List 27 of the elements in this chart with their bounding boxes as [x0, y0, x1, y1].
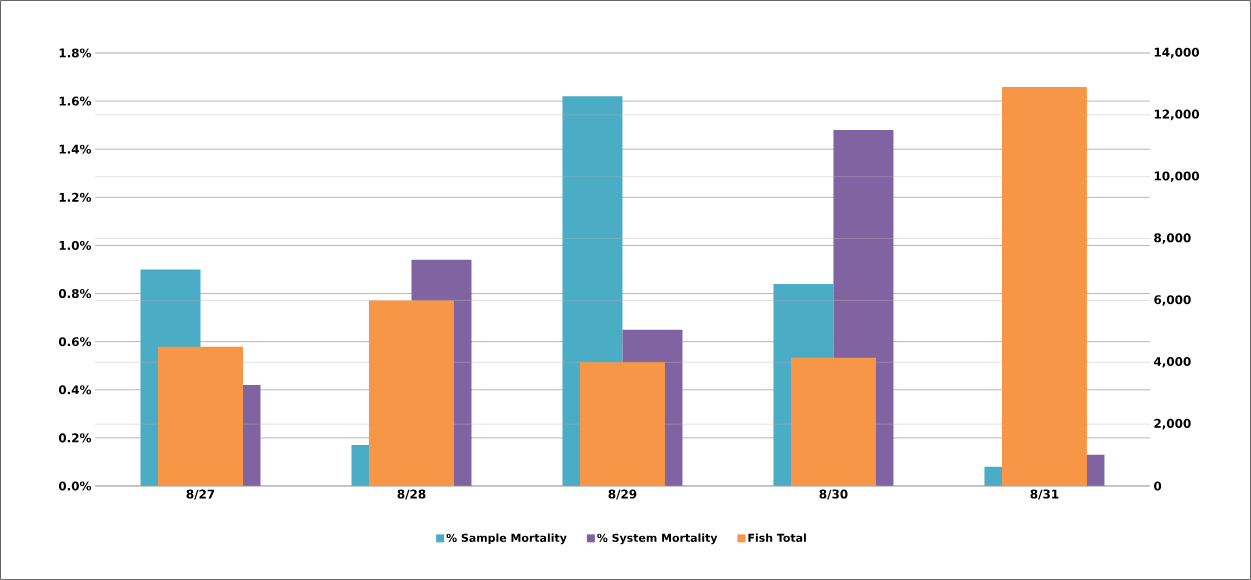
y2-tick-label: 8,000 — [1154, 233, 1191, 244]
y2-tick-label: 14,000 — [1154, 47, 1200, 59]
y-tick-label: 1.4% — [59, 144, 92, 154]
y2-tick-label: 6,000 — [1154, 295, 1191, 306]
y2-tick-label: 2,000 — [1154, 418, 1191, 430]
y-tick-label: 1.0% — [59, 240, 92, 250]
y2-tick-label: 12,000 — [1154, 109, 1200, 121]
legend-label: Fish Total — [748, 533, 806, 542]
x-tick-label: 8/27 — [186, 489, 215, 500]
y-tick-label: 0.6% — [58, 337, 92, 347]
y-tick-label: 0.4% — [58, 385, 92, 395]
y-tick-label: 1.8% — [59, 48, 92, 58]
y2-tick-label: 4,000 — [1153, 356, 1191, 368]
x-tick-label: 8/29 — [608, 489, 637, 500]
y-tick-label: 1.2% — [59, 192, 92, 202]
x-tick-label: 8/28 — [397, 489, 426, 500]
y-tick-label: 0.0% — [58, 481, 92, 491]
legend-label: % Sample Mortality — [446, 533, 567, 545]
legend-label: % System Mortality — [597, 533, 718, 545]
x-tick-label: 8/31 — [1030, 489, 1059, 500]
y-tick-label: 1.6% — [59, 96, 92, 106]
y-tick-label: 0.8% — [58, 289, 92, 299]
y2-tick-label: 0 — [1154, 481, 1162, 491]
bar — [1001, 87, 1087, 486]
x-tick-label: 8/30 — [819, 489, 848, 500]
y-tick-label: 0.2% — [58, 433, 92, 443]
y2-tick-label: 10,000 — [1154, 171, 1200, 182]
